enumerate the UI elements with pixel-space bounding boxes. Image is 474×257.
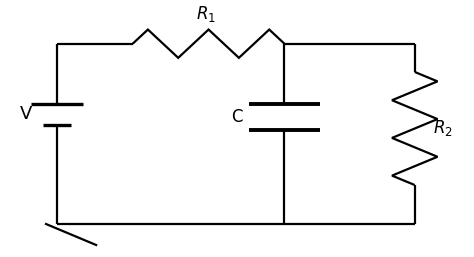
Text: V: V [20, 105, 32, 123]
Text: $R_2$: $R_2$ [433, 118, 453, 139]
Text: C: C [231, 108, 243, 126]
Text: $R_1$: $R_1$ [196, 4, 216, 24]
